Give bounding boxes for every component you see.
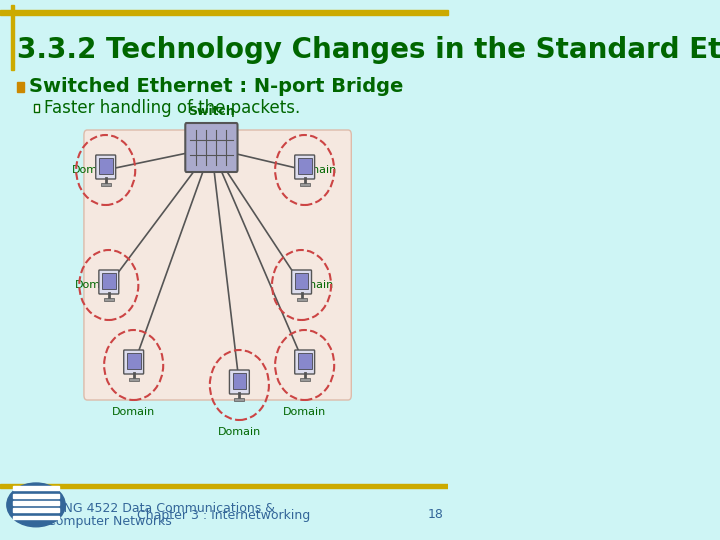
FancyBboxPatch shape [292, 270, 312, 294]
Bar [294, 273, 308, 289]
Bar [14, 508, 59, 512]
Text: Faster handling of the packets.: Faster handling of the packets. [43, 99, 300, 117]
Bar [104, 298, 114, 301]
Bar [298, 353, 312, 369]
Text: Domain: Domain [217, 427, 261, 437]
Text: Domain: Domain [291, 280, 334, 290]
Bar [0, 484, 448, 488]
Text: Switch: Switch [188, 105, 235, 118]
Bar [14, 487, 59, 490]
Bar [298, 158, 312, 174]
Text: Domain: Domain [71, 165, 114, 175]
Bar [99, 158, 112, 174]
Bar [0, 10, 448, 15]
Bar [14, 516, 59, 519]
Text: Domain: Domain [75, 280, 118, 290]
Bar [300, 378, 310, 381]
Bar [12, 5, 14, 70]
Text: Domain: Domain [294, 165, 337, 175]
Bar [34, 104, 39, 112]
Text: Switched Ethernet : N-port Bridge: Switched Ethernet : N-port Bridge [29, 78, 403, 97]
FancyBboxPatch shape [124, 350, 143, 374]
FancyBboxPatch shape [230, 370, 249, 394]
Text: 3.3.2 Technology Changes in the Standard Ethernet: 3.3.2 Technology Changes in the Standard… [17, 36, 720, 64]
Bar [233, 373, 246, 389]
FancyBboxPatch shape [294, 350, 315, 374]
Bar [101, 183, 111, 186]
FancyBboxPatch shape [294, 155, 315, 179]
Bar [14, 501, 59, 505]
Text: Domain: Domain [283, 407, 326, 417]
Text: Computer Networks: Computer Networks [47, 516, 171, 529]
Text: BENG 4522 Data Communications &: BENG 4522 Data Communications & [47, 502, 274, 515]
FancyBboxPatch shape [96, 155, 116, 179]
Bar [34, 104, 39, 112]
Text: 18: 18 [427, 509, 444, 522]
Bar [14, 494, 59, 498]
FancyBboxPatch shape [84, 130, 351, 400]
Circle shape [7, 483, 66, 527]
FancyBboxPatch shape [99, 270, 119, 294]
Bar [17, 82, 24, 92]
Bar [102, 273, 116, 289]
Bar [127, 353, 140, 369]
Bar [300, 183, 310, 186]
Bar [129, 378, 139, 381]
FancyBboxPatch shape [185, 123, 238, 172]
Text: Chapter 3 : Internetworking: Chapter 3 : Internetworking [138, 509, 310, 522]
Text: Domain: Domain [112, 407, 156, 417]
Bar [297, 298, 307, 301]
Bar [235, 398, 244, 401]
